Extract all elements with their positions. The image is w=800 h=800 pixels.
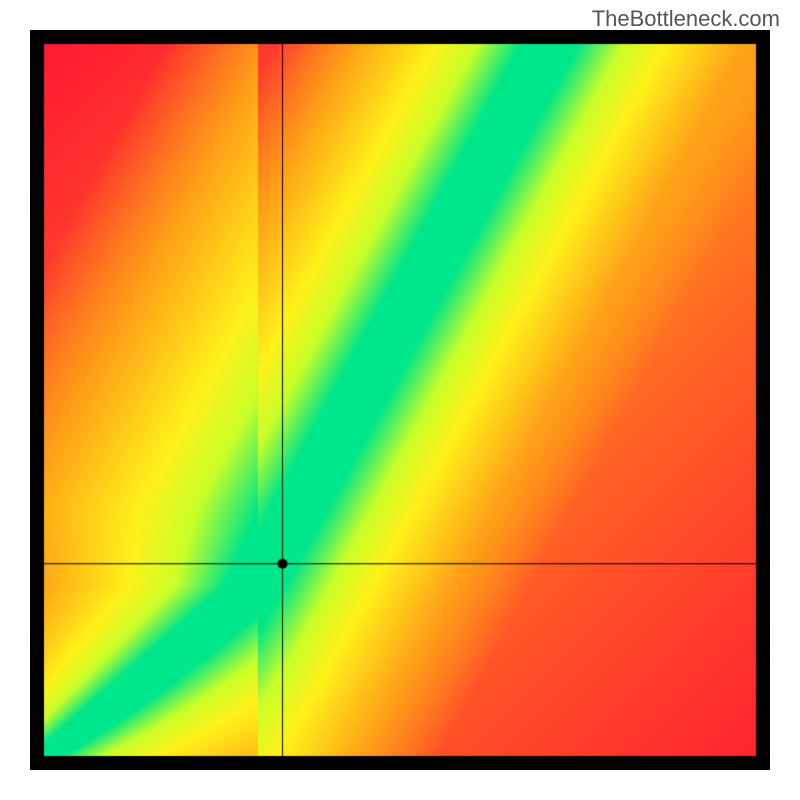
watermark-text: TheBottleneck.com xyxy=(592,6,780,32)
heatmap-plot xyxy=(30,30,770,770)
